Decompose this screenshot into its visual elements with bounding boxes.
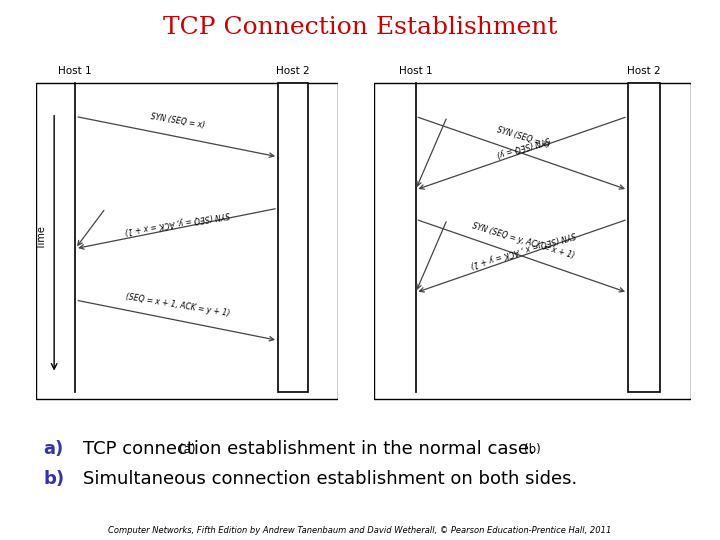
Text: Computer Networks, Fifth Edition by Andrew Tanenbaum and David Wetherall, © Pear: Computer Networks, Fifth Edition by Andr… xyxy=(108,525,612,535)
Text: SYN (SEQ = y, ACK = x + 1): SYN (SEQ = y, ACK = x + 1) xyxy=(124,209,230,235)
Text: Time: Time xyxy=(37,226,47,249)
Text: Host 1: Host 1 xyxy=(58,66,92,76)
Text: SYN (SEQ = x): SYN (SEQ = x) xyxy=(150,112,205,130)
Text: TCP Connection Establishment: TCP Connection Establishment xyxy=(163,16,557,39)
Text: Host 2: Host 2 xyxy=(276,66,310,76)
Text: SYN (SEQ = y, ACK = x + 1): SYN (SEQ = y, ACK = x + 1) xyxy=(471,221,575,260)
Text: b): b) xyxy=(43,470,64,488)
Bar xyxy=(278,83,308,392)
Text: (SEQ = x + 1, ACK = y + 1): (SEQ = x + 1, ACK = y + 1) xyxy=(125,292,230,318)
Text: Simultaneous connection establishment on both sides.: Simultaneous connection establishment on… xyxy=(83,470,577,488)
Text: (a): (a) xyxy=(179,443,195,456)
Text: Host 2: Host 2 xyxy=(627,66,660,76)
Text: a): a) xyxy=(43,440,63,458)
Text: Host 1: Host 1 xyxy=(399,66,433,76)
Text: SYN (SEQ = x , ACK = y + 1): SYN (SEQ = x , ACK = y + 1) xyxy=(469,230,577,269)
Text: SYN (SEQ = x): SYN (SEQ = x) xyxy=(495,126,551,150)
Text: SYN (SEQ = y): SYN (SEQ = y) xyxy=(495,134,551,159)
Text: TCP connection establishment in the normal case.: TCP connection establishment in the norm… xyxy=(83,440,534,458)
Text: (b): (b) xyxy=(524,443,541,456)
Bar xyxy=(628,83,660,392)
